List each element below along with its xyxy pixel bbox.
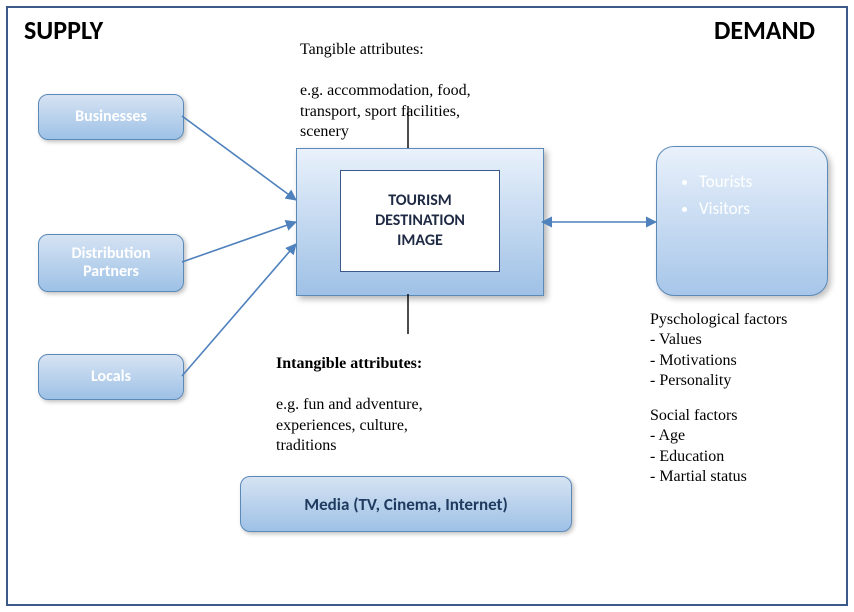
demand-item-visitors: Visitors: [699, 198, 827, 219]
psych-item-1: - Motivations: [650, 351, 787, 371]
psych-item-0: - Values: [650, 330, 787, 350]
demand-heading: DEMAND: [714, 14, 815, 46]
node-distribution-partners: Distribution Partners: [38, 234, 184, 292]
node-distribution-partners-label: Distribution Partners: [71, 245, 150, 282]
node-locals-label: Locals: [91, 368, 131, 386]
factors-text: Pyschological factors - Values - Motivat…: [650, 310, 787, 488]
intangible-title: Intangible attributes:: [276, 355, 422, 372]
demand-item-tourists: Tourists: [699, 171, 827, 192]
media-box: Media (TV, Cinema, Internet): [240, 476, 572, 532]
supply-heading: SUPPLY: [24, 14, 103, 46]
node-businesses-label: Businesses: [75, 108, 147, 126]
intangible-text: Intangible attributes: e.g. fun and adve…: [276, 334, 423, 457]
social-item-1: - Education: [650, 447, 787, 467]
node-locals: Locals: [38, 354, 184, 400]
social-item-0: - Age: [650, 426, 787, 446]
demand-box: Tourists Visitors: [656, 146, 828, 296]
social-item-2: - Martial status: [650, 467, 787, 487]
psych-title: Pyschological factors: [650, 310, 787, 330]
tangible-body: e.g. accommodation, food, transport, spo…: [300, 82, 471, 140]
psych-item-2: - Personality: [650, 371, 787, 391]
intangible-body: e.g. fun and adventure, experiences, cul…: [276, 396, 423, 454]
demand-list: Tourists Visitors: [699, 171, 827, 219]
social-title: Social factors: [650, 406, 787, 426]
tangible-title: Tangible attributes:: [300, 41, 424, 58]
tangible-text: Tangible attributes: e.g. accommodation,…: [300, 20, 471, 143]
center-inner-label: TOURISM DESTINATION IMAGE: [375, 191, 465, 251]
node-businesses: Businesses: [38, 94, 184, 140]
media-label: Media (TV, Cinema, Internet): [304, 494, 507, 515]
center-inner-box: TOURISM DESTINATION IMAGE: [340, 170, 500, 272]
